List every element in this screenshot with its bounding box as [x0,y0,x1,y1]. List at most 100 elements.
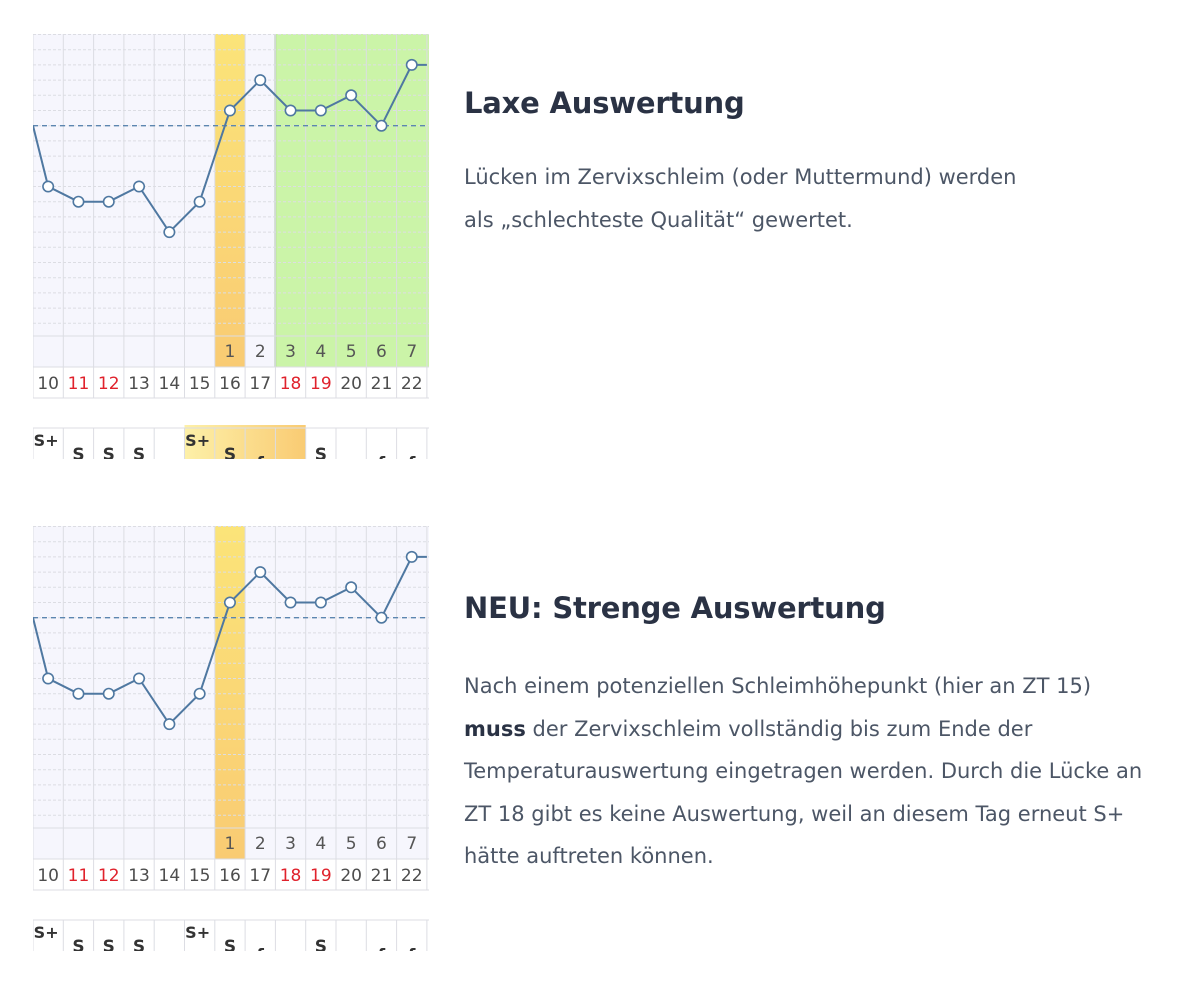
paragraph-strict: Nach einem potenziellen Schleimhöhepunkt… [464,665,1179,878]
section-strict: NEU: Strenge Auswertung Nach einem poten… [464,591,1179,878]
paragraph-strict-line4: ZT 18 gibt es keine Auswertung, weil an … [464,801,1125,826]
mucus-symbol: S [224,937,236,951]
cycle-day-label: 16 [219,866,241,886]
mucus-symbol: f [408,454,416,459]
post-peak-number: 1 [225,834,236,854]
cycle-day-label: 17 [249,374,271,394]
mucus-symbol: S+ [185,431,210,450]
mucus-symbol: S+ [34,923,59,942]
mucus-symbol: f [257,946,265,951]
cycle-day-label: 11 [68,374,90,394]
chart-lax: 123456710111213141516171819202122S+SSStS… [33,34,429,459]
post-peak-number: 2 [255,342,266,362]
mucus-symbol: S [72,445,84,459]
cycle-day-label: 19 [310,374,332,394]
mucus-symbol: S [315,937,327,951]
temperature-point [223,596,236,609]
post-peak-number: 7 [406,834,417,854]
grid [33,34,429,459]
fertile-column [214,526,246,859]
paragraph-strict-line3: Temperaturauswertung eingetragen werden.… [464,759,1143,783]
cycle-day-label: 17 [249,866,271,886]
cycle-day-label: 14 [159,866,181,886]
cycle-day-label: 10 [37,866,59,886]
mucus-symbol: S [133,937,145,951]
cycle-day-label: 12 [98,866,120,886]
cycle-day-label: 21 [371,866,393,886]
cycle-day-label: 11 [68,866,90,886]
fertile-column [214,34,246,367]
paragraph-strict-line1: Nach einem potenziellen Schleimhöhepunkt… [464,674,1092,698]
mucus-symbol: S+ [185,923,210,942]
chart-lax-svg: 123456710111213141516171819202122S+SSStS… [33,34,429,459]
cycle-day-label: 16 [219,374,241,394]
mucus-symbol: S [133,445,145,459]
mucus-symbol: f [408,946,416,951]
temperature-point [133,672,146,685]
cycle-day-label: 14 [159,374,181,394]
temperature-point [102,195,115,208]
mucus-symbol: f [378,454,386,459]
post-peak-number: 3 [285,834,296,854]
paragraph-strict-bold: muss [464,716,526,741]
post-peak-number: 3 [285,342,296,362]
paragraph-lax-line2: als „schlechteste Qualität“ gewertet. [464,207,853,232]
mucus-symbol: S [72,937,84,951]
cycle-day-label: 18 [280,866,302,886]
paragraph-lax-line1: Lücken im Zervixschleim (oder Muttermund… [464,165,1017,189]
post-peak-number: 7 [406,342,417,362]
grid [33,526,429,951]
heading-lax: Laxe Auswertung [464,86,745,120]
temperature-point [284,104,297,117]
temperature-point [254,566,267,579]
mucus-symbol: S [315,445,327,459]
post-peak-number: 1 [225,342,236,362]
mucus-symbol: S [103,445,115,459]
cycle-day-label: 10 [37,374,59,394]
cycle-day-label: 19 [310,866,332,886]
cycle-day-label: 15 [189,374,211,394]
temperature-point [42,180,55,193]
temperature-point [163,718,176,731]
heading-strict: NEU: Strenge Auswertung [464,591,886,625]
temperature-point [102,687,115,700]
mucus-symbol: f [378,946,386,951]
temperature-point [254,74,267,87]
paragraph-strict-line5: hätte auftreten können. [464,844,714,868]
temperature-point [314,596,327,609]
cycle-day-label: 22 [401,374,423,394]
post-peak-number: 4 [315,834,326,854]
temperature-point [163,226,176,239]
temperature-point [375,119,388,132]
post-peak-number: 4 [315,342,326,362]
temperature-point [42,672,55,685]
temperature-point [193,195,206,208]
post-peak-number: 5 [346,342,357,362]
cycle-day-label: 22 [401,866,423,886]
section-lax: Laxe Auswertung Lücken im Zervixschleim … [464,86,1179,241]
post-peak-number: 2 [255,834,266,854]
cycle-day-label: 21 [371,374,393,394]
chart-strict: 123456710111213141516171819202122S+SSStS… [33,526,429,951]
temperature-point [193,687,206,700]
temperature-point [284,596,297,609]
post-peak-number: 5 [346,834,357,854]
cycle-day-label: 20 [340,866,362,886]
cycle-day-label: 13 [128,866,150,886]
temperature-point [405,550,418,563]
mucus-symbol: f [257,454,265,459]
temperature-point [345,581,358,594]
temperature-point [72,195,85,208]
temperature-point [345,89,358,102]
temperature-point [375,611,388,624]
cycle-day-label: 12 [98,374,120,394]
chart-strict-svg: 123456710111213141516171819202122S+SSStS… [33,526,429,951]
temperature-point [223,104,236,117]
mucus-symbol: S [224,445,236,459]
post-peak-number: 6 [376,342,387,362]
temperature-point [405,58,418,71]
post-peak-number: 6 [376,834,387,854]
cycle-day-label: 15 [189,866,211,886]
mucus-symbol: S [103,937,115,951]
temperature-point [133,180,146,193]
